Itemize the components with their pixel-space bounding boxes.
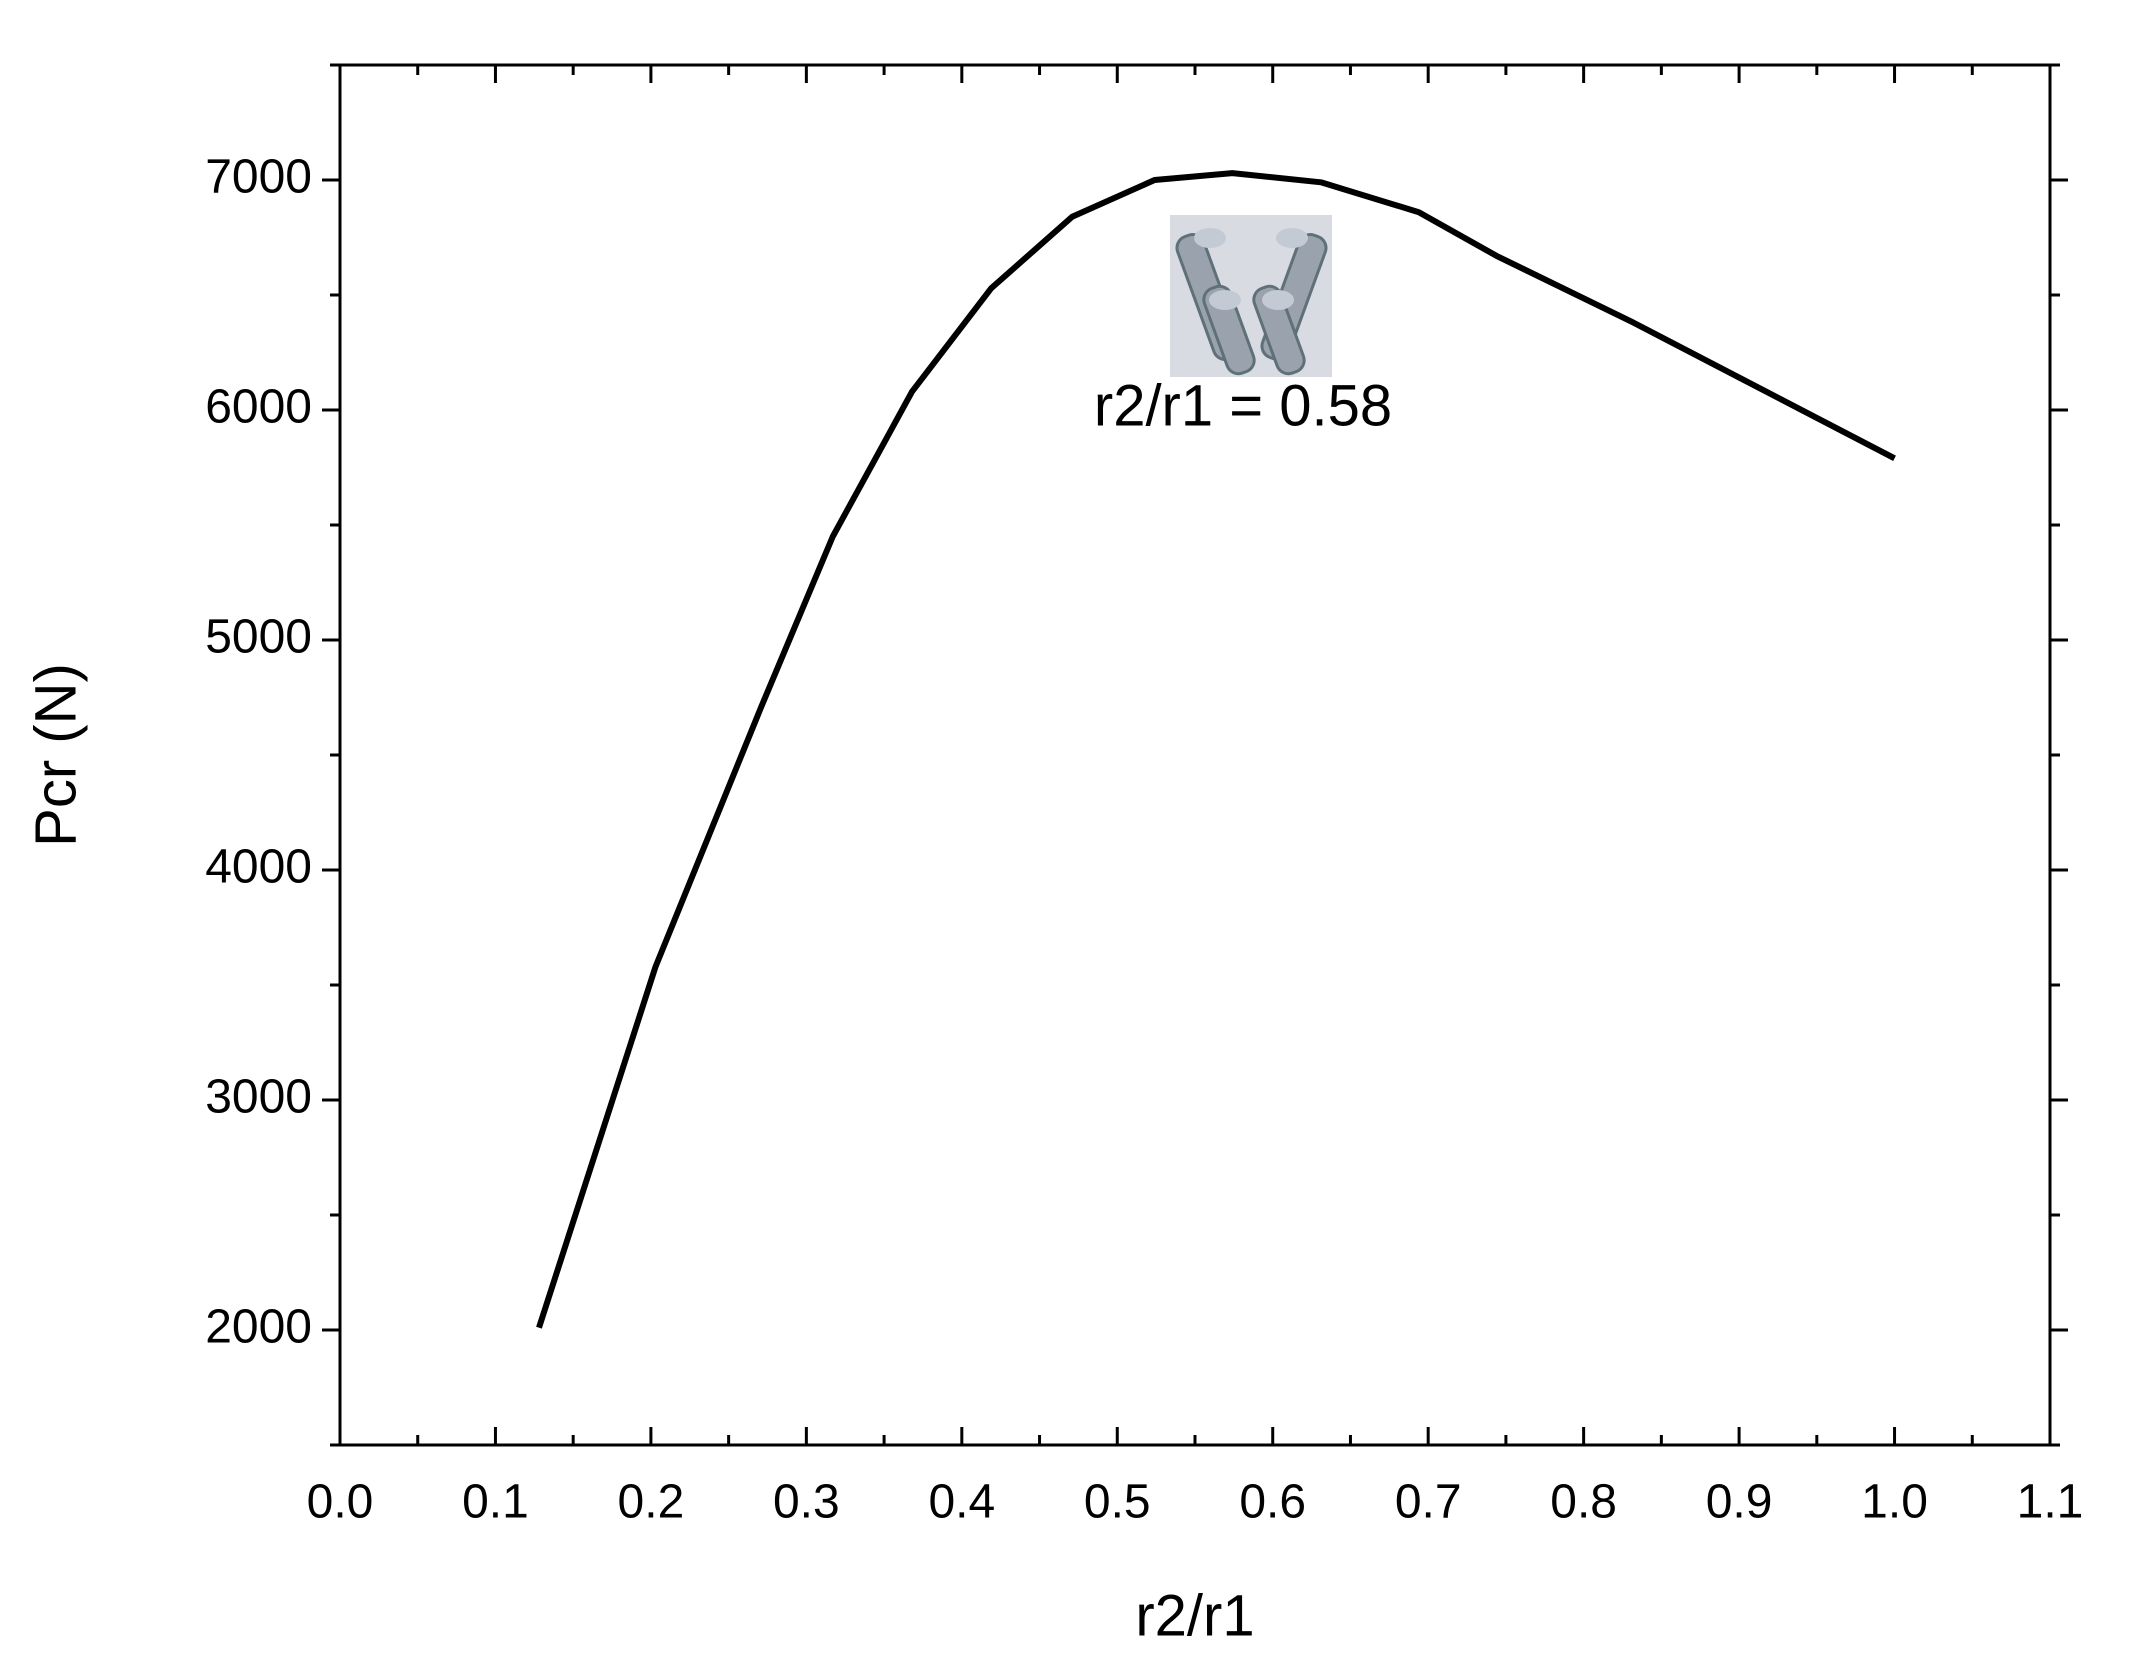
- x-tick-label: 1.0: [1861, 1476, 1928, 1529]
- x-tick-label: 0.9: [1706, 1476, 1773, 1529]
- x-tick-label: 0.4: [928, 1476, 995, 1529]
- annotation: r2/r1 = 0.58: [1094, 373, 1392, 438]
- x-tick-label: 0.5: [1084, 1476, 1151, 1529]
- y-tick-label: 2000: [205, 1301, 312, 1354]
- y-tick-label: 6000: [205, 381, 312, 434]
- x-tick-label: 1.1: [2017, 1476, 2084, 1529]
- x-tick-label: 0.1: [462, 1476, 529, 1529]
- y-tick-label: 5000: [205, 611, 312, 664]
- x-tick-label: 0.8: [1550, 1476, 1617, 1529]
- structure-icon: [1170, 215, 1332, 377]
- y-tick-label: 3000: [205, 1071, 312, 1124]
- x-tick-label: 0.2: [618, 1476, 685, 1529]
- y-tick-label: 7000: [205, 151, 312, 204]
- x-tick-label: 0.6: [1239, 1476, 1306, 1529]
- data-line: [536, 170, 1896, 1329]
- x-axis-title: r2/r1: [1135, 1583, 1254, 1648]
- x-tick-label: 0.7: [1395, 1476, 1462, 1529]
- x-tick-label: 0.0: [307, 1476, 374, 1529]
- y-axis-title: Pcr (N): [23, 663, 88, 847]
- y-tick-label: 4000: [205, 841, 312, 894]
- x-tick-label: 0.3: [773, 1476, 840, 1529]
